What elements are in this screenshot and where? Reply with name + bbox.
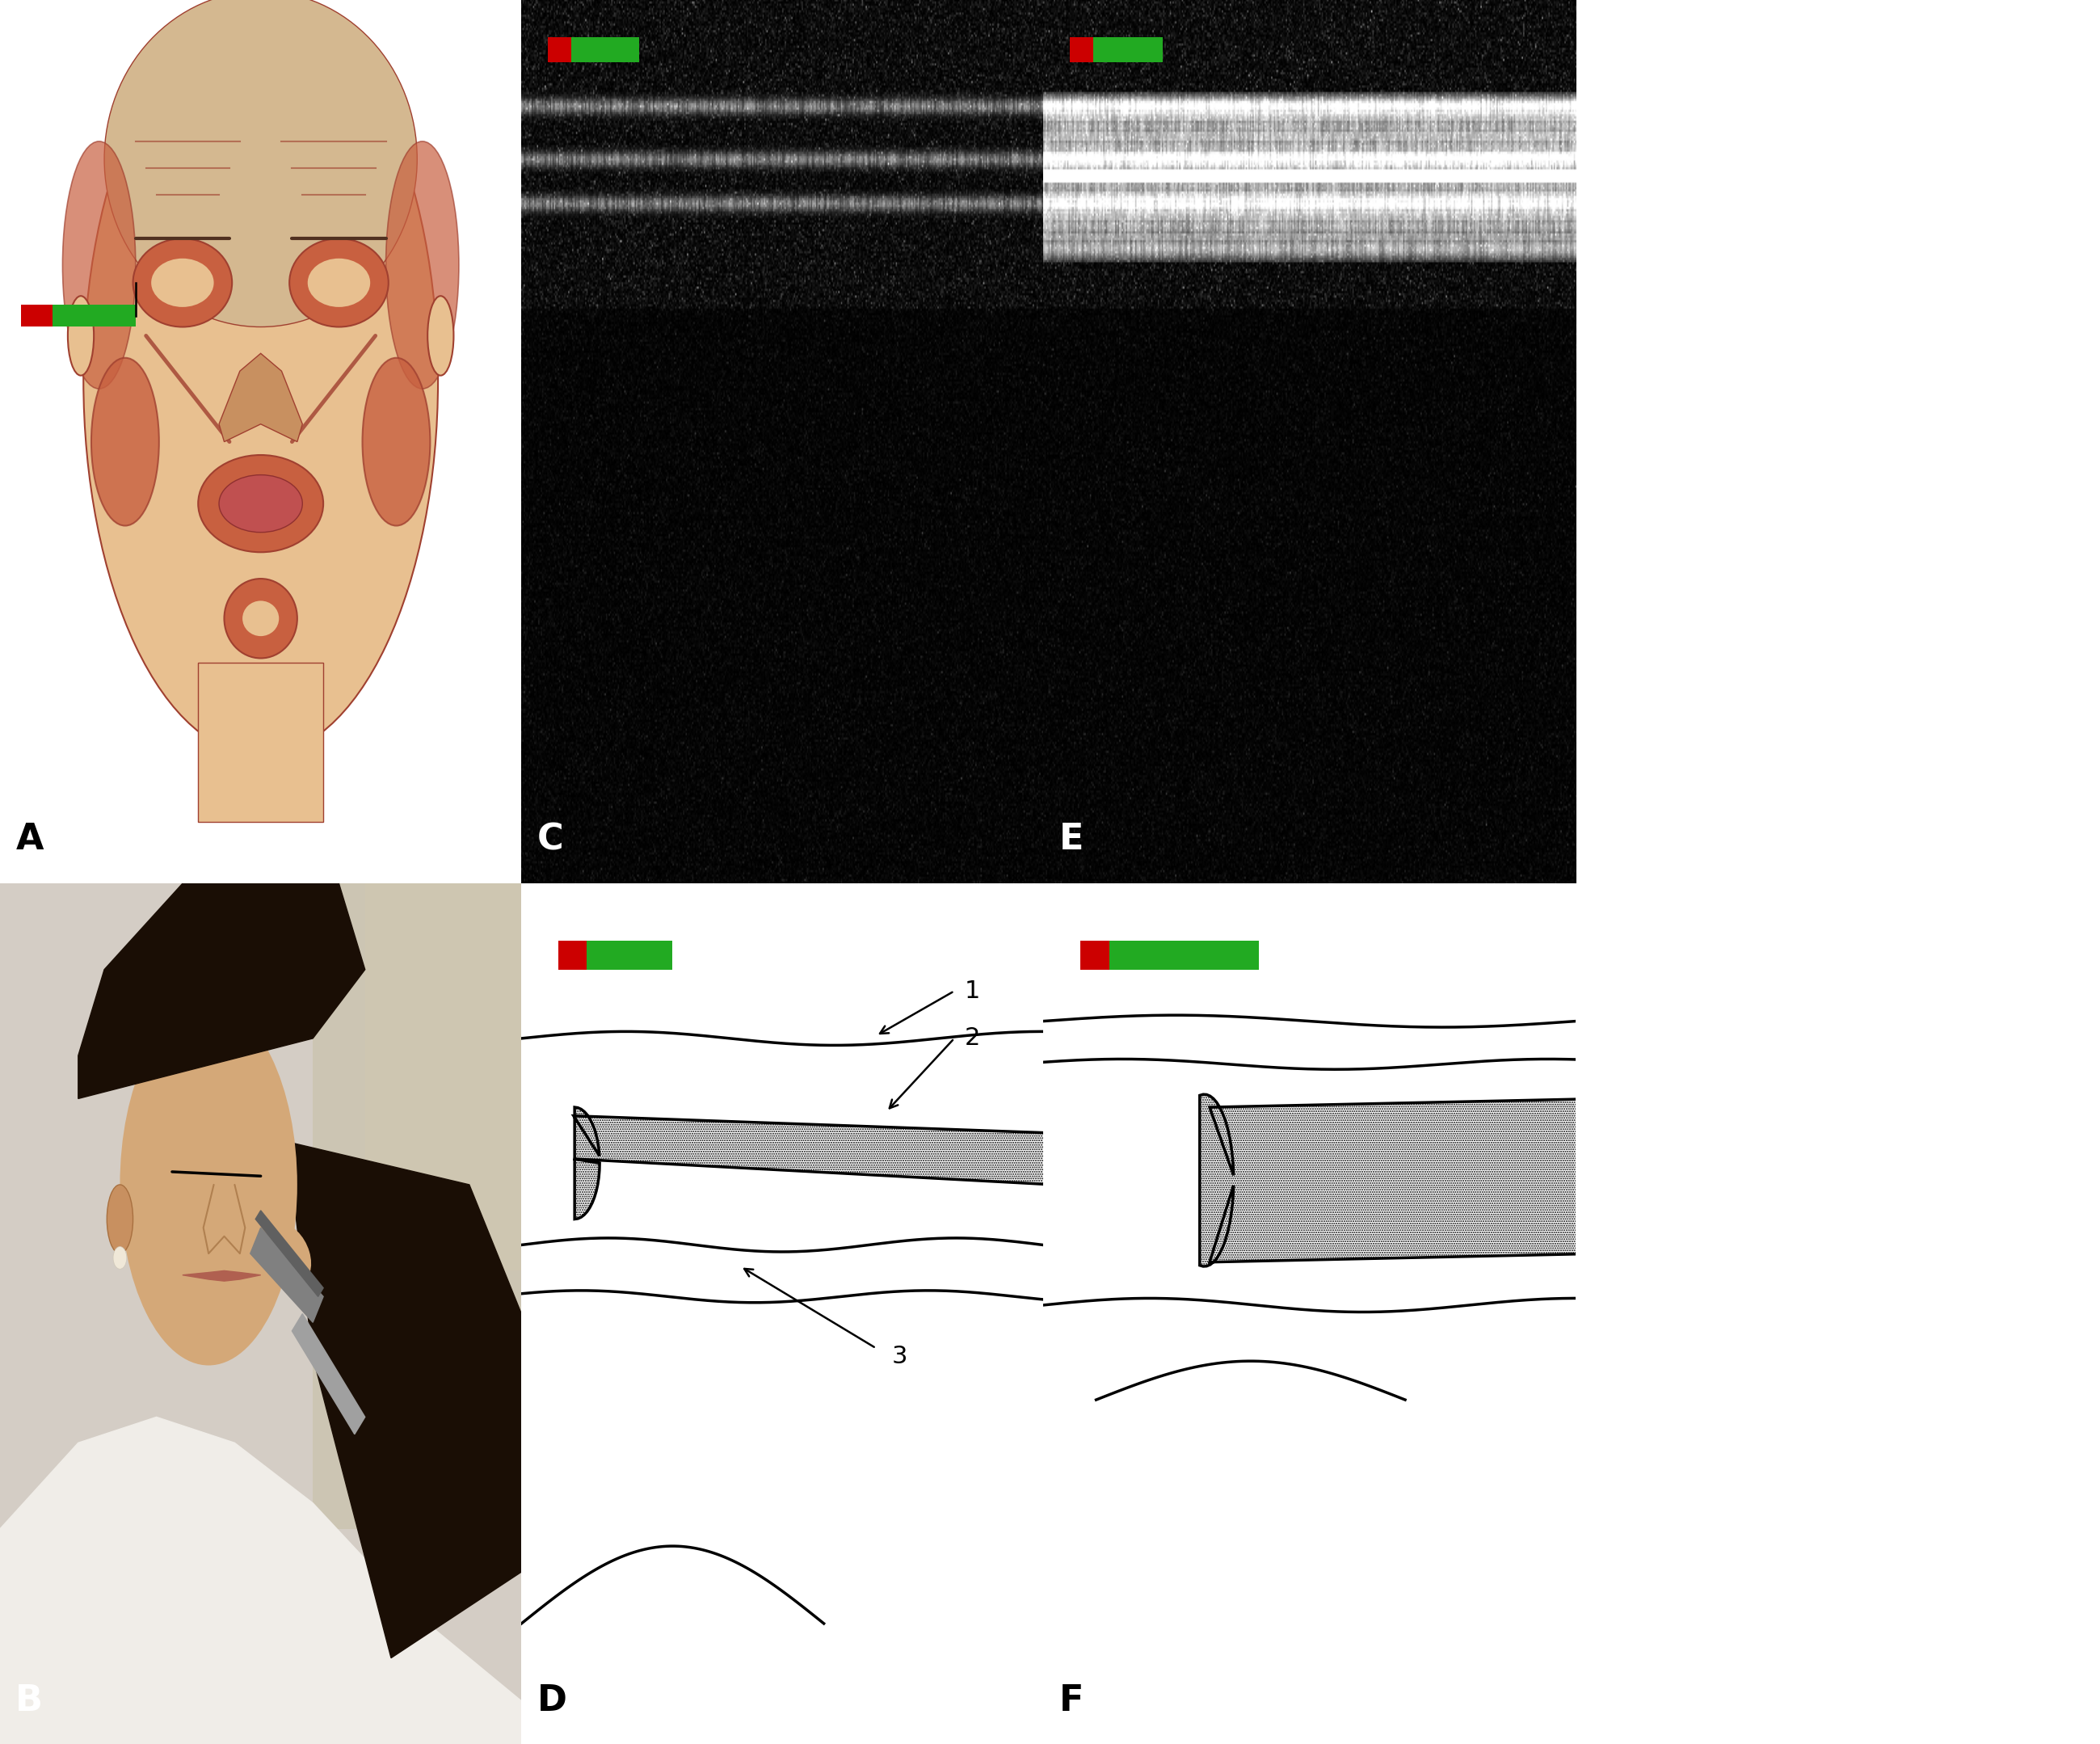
Ellipse shape: [151, 258, 214, 307]
Bar: [1079, 940, 1109, 970]
Bar: [1069, 37, 1094, 61]
Ellipse shape: [290, 239, 388, 326]
Ellipse shape: [363, 358, 430, 525]
Polygon shape: [183, 1271, 260, 1282]
Ellipse shape: [386, 141, 460, 389]
Text: 1: 1: [964, 980, 981, 1003]
Ellipse shape: [242, 600, 279, 637]
Circle shape: [113, 1247, 126, 1270]
Ellipse shape: [267, 1224, 311, 1284]
Text: A: A: [15, 821, 44, 856]
Bar: [586, 940, 672, 970]
Text: F: F: [1058, 1683, 1084, 1718]
Ellipse shape: [107, 1184, 132, 1254]
Bar: [53, 305, 136, 326]
Polygon shape: [573, 1107, 1054, 1219]
Text: 2: 2: [964, 1027, 981, 1050]
Ellipse shape: [120, 1005, 298, 1366]
Text: E: E: [1058, 821, 1084, 856]
Bar: [548, 37, 571, 61]
Polygon shape: [218, 354, 302, 441]
Ellipse shape: [132, 239, 231, 326]
Ellipse shape: [67, 296, 94, 375]
Polygon shape: [250, 1228, 323, 1322]
Polygon shape: [288, 1142, 521, 1659]
Ellipse shape: [84, 5, 439, 755]
Ellipse shape: [428, 296, 454, 375]
Ellipse shape: [90, 358, 160, 525]
Text: B: B: [15, 1683, 44, 1718]
Bar: [559, 940, 586, 970]
Bar: [365, 884, 521, 1271]
Polygon shape: [292, 1313, 365, 1434]
Text: 3: 3: [893, 1345, 907, 1369]
Polygon shape: [0, 1418, 521, 1744]
Ellipse shape: [197, 455, 323, 553]
Polygon shape: [256, 1210, 323, 1296]
Bar: [313, 884, 521, 1529]
Bar: [1109, 940, 1258, 970]
Text: D: D: [538, 1683, 567, 1718]
Polygon shape: [78, 884, 365, 1099]
Text: C: C: [538, 821, 563, 856]
Ellipse shape: [105, 0, 418, 326]
Ellipse shape: [218, 474, 302, 532]
Ellipse shape: [63, 141, 136, 389]
Bar: [21, 305, 53, 326]
Bar: [571, 37, 638, 61]
Bar: [1094, 37, 1163, 61]
Bar: [197, 663, 323, 821]
Ellipse shape: [307, 258, 370, 307]
Ellipse shape: [225, 579, 298, 657]
Polygon shape: [1199, 1095, 1602, 1266]
